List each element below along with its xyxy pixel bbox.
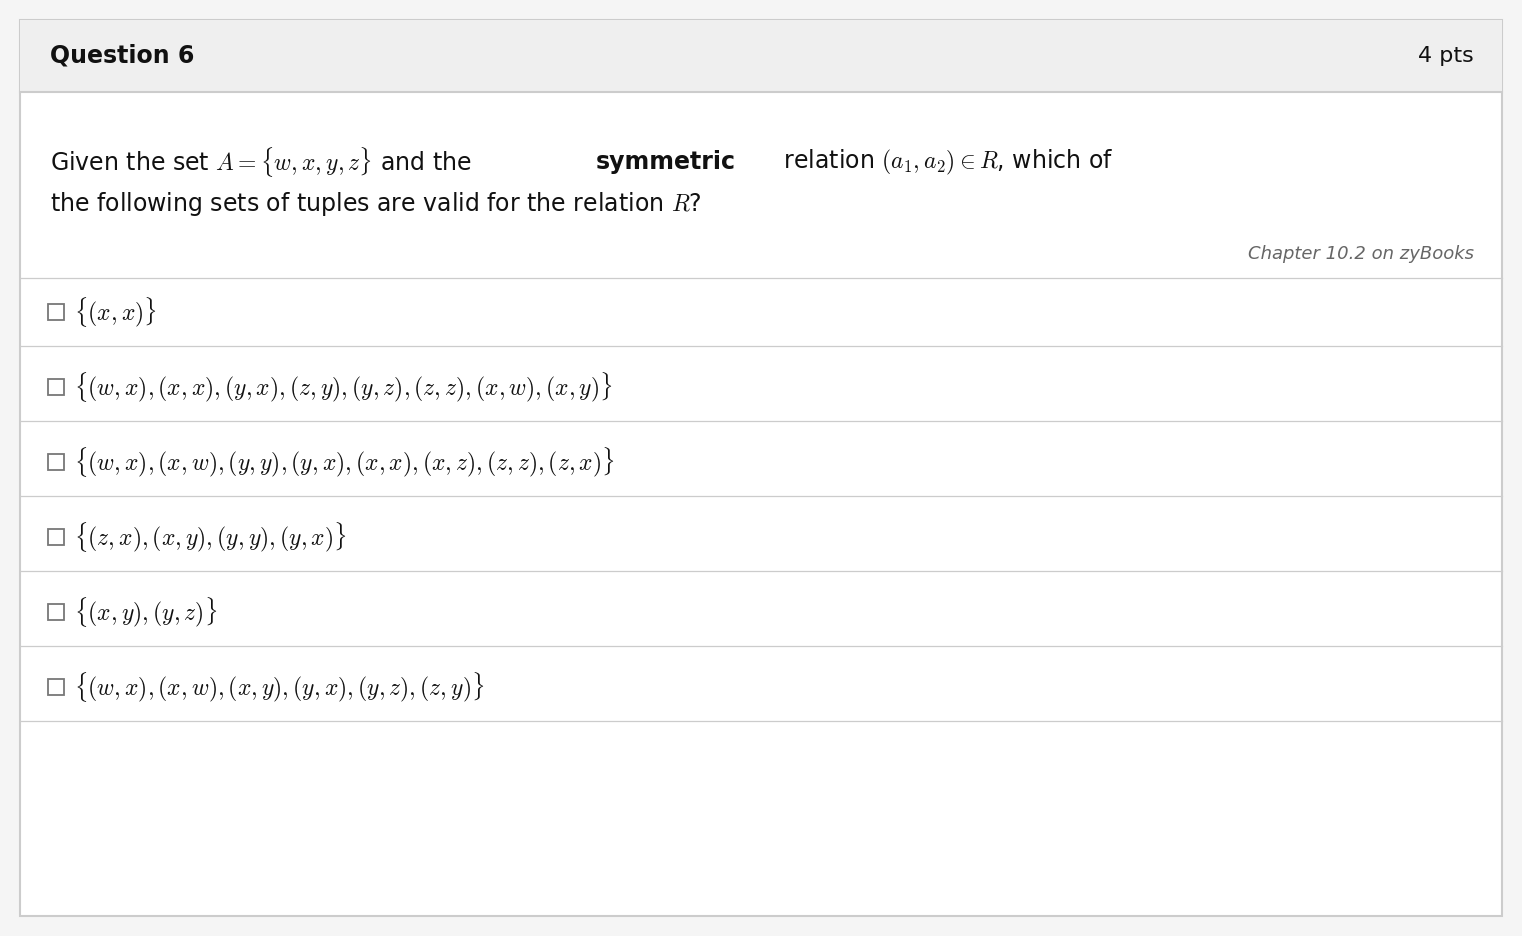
Text: Chapter 10.2 on zyBooks: Chapter 10.2 on zyBooks — [1248, 245, 1473, 263]
Text: $\{(w, x), (x, w), (x, y), (y, x), (y, z), (z, y)\}$: $\{(w, x), (x, w), (x, y), (y, x), (y, z… — [75, 670, 484, 704]
Text: Question 6: Question 6 — [50, 44, 195, 68]
Text: $\{(w, x), (x, x), (y, x), (z, y), (y, z), (z, z), (x, w), (x, y)\}$: $\{(w, x), (x, x), (y, x), (z, y), (y, z… — [75, 370, 612, 404]
FancyBboxPatch shape — [49, 679, 64, 695]
FancyBboxPatch shape — [20, 20, 1502, 92]
Text: relation $(a_1, a_2) \in R$, which of: relation $(a_1, a_2) \in R$, which of — [776, 148, 1114, 177]
Text: $\{(x, y), (y, z)\}$: $\{(x, y), (y, z)\}$ — [75, 595, 218, 629]
FancyBboxPatch shape — [20, 20, 1502, 916]
Text: $\{(z, x), (x, y), (y, y), (y, x)\}$: $\{(z, x), (x, y), (y, y), (y, x)\}$ — [75, 520, 347, 554]
Text: the following sets of tuples are valid for the relation $R$?: the following sets of tuples are valid f… — [50, 190, 702, 218]
Text: $\{(x, x)\}$: $\{(x, x)\}$ — [75, 295, 157, 329]
Text: 4 pts: 4 pts — [1419, 46, 1473, 66]
FancyBboxPatch shape — [49, 604, 64, 620]
Text: symmetric: symmetric — [595, 150, 735, 174]
Text: Given the set $A = \{w, x, y, z\}$ and the: Given the set $A = \{w, x, y, z\}$ and t… — [50, 145, 473, 179]
FancyBboxPatch shape — [49, 454, 64, 470]
Text: $\{(w, x), (x, w), (y, y), (y, x), (x, x), (x, z), (z, z), (z, x)\}$: $\{(w, x), (x, w), (y, y), (y, x), (x, x… — [75, 445, 615, 479]
FancyBboxPatch shape — [49, 379, 64, 395]
FancyBboxPatch shape — [49, 304, 64, 320]
FancyBboxPatch shape — [49, 529, 64, 545]
